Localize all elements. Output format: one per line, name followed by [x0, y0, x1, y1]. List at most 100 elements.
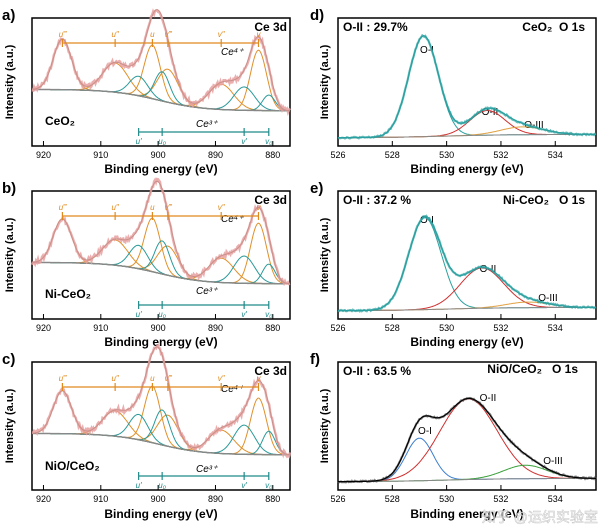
panel-b-ce3-peak-label: u′ [136, 310, 142, 319]
panel-b-component-peak [32, 255, 290, 285]
panel-c-ce3-peak-label: u′ [136, 481, 142, 490]
panel-d-tick-label: 526 [330, 150, 345, 160]
panel-e: e) O-II : 37.2 % Ni-CeO₂ O 1s Binding en… [310, 180, 597, 349]
panel-c-sample: NiO/CeO₂ [45, 459, 100, 473]
panel-b-background-line [32, 261, 290, 285]
watermark-text: 知乎 @运织实验室 [482, 509, 598, 525]
panel-a-tick-label: 910 [93, 150, 108, 160]
panel-b-ce4-peak-label: v″ [218, 203, 226, 212]
panel-a-component-peak [32, 83, 290, 112]
panel-c-ce4-peak-label: v‴ [164, 374, 172, 383]
panel-a-sample: CeO₂ [45, 114, 75, 128]
panel-c-component-peak [32, 424, 290, 456]
panel-f-xlabel: Binding energy (eV) [410, 507, 523, 521]
panel-b-ce3-peak-label: v′ [241, 310, 247, 319]
panel-f-ylabel: Intensity (a.u.) [319, 388, 331, 463]
panel-f-background-line [338, 477, 596, 483]
panel-d-oii-text: O-II : 29.7% [343, 20, 408, 34]
panel-e-tick-label: 530 [439, 323, 454, 333]
panel-b-ce3-peak-label: u₀ [158, 310, 166, 319]
panel-b-ylabel: Intensity (a.u.) [4, 217, 16, 292]
panel-e-xlabel: Binding energy (eV) [410, 335, 523, 349]
panel-c-ce4-peak-label: u [150, 374, 155, 383]
panel-a-ce4-peak-label: u‴ [59, 30, 67, 39]
panel-d-tick-label: 534 [548, 150, 563, 160]
panel-a-ce3-label: Ce³⁺ [196, 119, 218, 130]
panel-f-sample: NiO/CeO₂ O 1s [487, 362, 578, 376]
panel-c-envelope [31, 346, 291, 456]
panel-e-sample: Ni-CeO₂ O 1s [503, 193, 585, 207]
panel-b-xlabel: Binding energy (eV) [104, 335, 217, 349]
panel-c-tick-label: 900 [151, 494, 166, 504]
panel-f-oii-text: O-II : 63.5 % [343, 364, 411, 378]
panel-a-ce4-peak-label: u [150, 30, 155, 39]
panel-a-ce3-peak-label: u₀ [158, 137, 166, 146]
panel-b-frame [31, 190, 291, 320]
panel-c-tick-label: 880 [265, 494, 280, 504]
panel-a-component-peak [32, 71, 290, 112]
panel-c-ce4-label: Ce⁴⁺ [221, 384, 244, 395]
panel-a-ce4-label: Ce⁴⁺ [221, 47, 244, 58]
panel-a-component-peak [32, 49, 290, 112]
panel-c-component-peak [32, 414, 290, 456]
panel-e-oii-text: O-II : 37.2 % [343, 193, 411, 207]
panel-b-component-peak [32, 245, 290, 285]
panel-f-tick-label: 530 [439, 494, 454, 504]
panel-a-ce4-peak-label: v‴ [164, 30, 172, 39]
panel-a-ce3-peak-label: u′ [136, 137, 142, 146]
panel-d-tick-label: 532 [493, 150, 508, 160]
panel-b-ce4-peak-label: u″ [111, 203, 119, 212]
panel-b-ce4-peak-label: u [150, 203, 155, 212]
panel-f-component-2 [338, 398, 596, 483]
panel-c-ce3-peak-label: v₀ [265, 481, 273, 490]
panel-e-tick-label: 528 [385, 323, 400, 333]
panel-b-letter: b) [2, 180, 16, 197]
panel-c-ylabel: Intensity (a.u.) [4, 388, 16, 463]
panel-b-ce4-peak-label: v‴ [164, 203, 172, 212]
panel-b-tick-label: 900 [151, 323, 166, 333]
panel-f-tick-label: 526 [330, 494, 345, 504]
panel-a: a) Ce 3d CeO₂ Binding energy (eV) Intens… [2, 7, 291, 176]
panel-f-envelope [338, 397, 596, 483]
panel-c-ce3-peak-label: v′ [241, 481, 247, 490]
panel-b-ce4-peak-label: v [256, 203, 261, 212]
panel-a-tick-label: 900 [151, 150, 166, 160]
panel-d-envelope [338, 35, 596, 139]
panel-e-peak3-label: O-III [538, 293, 557, 304]
panel-c-ce4-peak-label: u″ [111, 374, 119, 383]
panel-b-envelope [31, 180, 290, 285]
panel-d-peak2-label: O-II [482, 107, 499, 118]
panel-c-ce3-label: Ce³⁺ [196, 464, 218, 475]
panel-e-frame [337, 190, 597, 320]
panel-a-ylabel: Intensity (a.u.) [4, 44, 16, 119]
panel-a-background-line [32, 88, 290, 112]
panel-a-element: Ce 3d [254, 20, 287, 34]
panel-a-envelope [31, 9, 290, 112]
panel-d-peak3-label: O-III [524, 120, 543, 131]
panel-e-tick-label: 526 [330, 323, 345, 333]
panel-a-tick-label: 920 [36, 150, 51, 160]
panel-c-ce4-peak-label: u‴ [59, 374, 67, 383]
panel-b: b) Ce 3d Ni-CeO₂ Binding energy (eV) Int… [2, 177, 291, 349]
panel-c-tick-label: 890 [208, 494, 223, 504]
panel-d-raw-data [337, 33, 597, 140]
panel-b-ce3-label: Ce³⁺ [196, 286, 218, 297]
panel-d: d) O-II : 29.7% CeO₂ O 1s Binding energy… [310, 7, 597, 176]
panel-e-letter: e) [310, 180, 323, 197]
panel-e-ylabel: Intensity (a.u.) [319, 217, 331, 292]
panel-d-frame [337, 17, 597, 147]
panel-b-tick-label: 920 [36, 323, 51, 333]
panel-a-ce4-peak-label: v [256, 30, 261, 39]
panel-e-envelope [338, 215, 596, 312]
panel-a-tick-label: 880 [265, 150, 280, 160]
panel-b-ce3-peak-label: v₀ [265, 310, 273, 319]
panel-d-tick-label: 530 [439, 150, 454, 160]
panel-f-frame [337, 361, 597, 491]
panel-b-raw-data [30, 177, 291, 287]
panel-b-ce4-peak-label: u‴ [59, 203, 67, 212]
panel-d-ylabel: Intensity (a.u.) [319, 44, 331, 119]
panel-a-tick-label: 890 [208, 150, 223, 160]
panel-a-ce3-peak-label: v₀ [265, 137, 273, 146]
panel-e-peak1-label: O-I [420, 215, 434, 226]
